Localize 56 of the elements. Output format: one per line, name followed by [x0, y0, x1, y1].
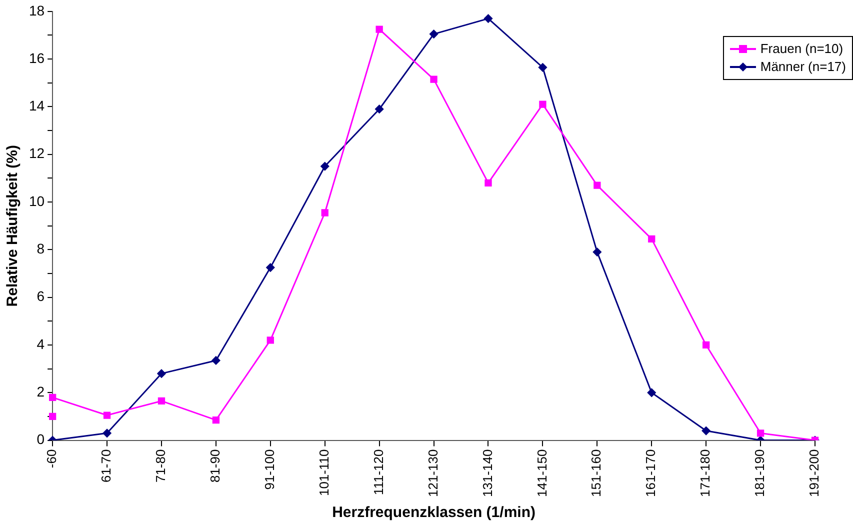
point	[321, 209, 328, 216]
point	[538, 63, 547, 72]
y-tick-label: 12	[28, 145, 45, 162]
point	[157, 369, 166, 378]
y-tick-label: 4	[36, 336, 45, 352]
y-tick-label: 6	[36, 288, 45, 304]
x-tick-label: 161-170	[643, 449, 658, 498]
point	[48, 412, 56, 420]
x-tick-label: 191-200	[806, 449, 822, 498]
point	[158, 397, 166, 405]
point	[376, 26, 383, 33]
y-tick-label: 8	[36, 240, 45, 257]
x-tick-label: 91-100	[262, 449, 277, 490]
y-tick-label: 0	[36, 431, 45, 448]
x-axis-title: Herzfrequenzklassen (1/min)	[332, 504, 536, 522]
x-tick-label: -60	[44, 449, 60, 468]
point	[266, 336, 274, 344]
point	[647, 388, 656, 397]
x-tick-label: 131-140	[480, 449, 495, 498]
point	[102, 428, 112, 438]
point	[539, 100, 546, 108]
legend-label: Frauen (n=10)	[760, 40, 844, 58]
x-tick-label: 141-150	[534, 449, 550, 498]
point	[212, 416, 220, 424]
point	[484, 14, 492, 23]
legend-label: Männer (n=17)	[760, 58, 846, 76]
point	[48, 394, 56, 401]
x-tick-label: 101-110	[316, 449, 332, 496]
x-tick-label: 111-120	[370, 449, 386, 496]
y-tick-label: 14	[28, 98, 45, 114]
y-axis-title: Relative Häufigkeit (%)	[4, 144, 22, 307]
point	[592, 248, 602, 256]
point	[756, 430, 764, 437]
y-tick-label: 18	[28, 2, 45, 18]
point	[594, 182, 601, 189]
x-tick-label: 81-90	[208, 449, 223, 483]
x-tick-label: 121-130	[425, 449, 440, 498]
x-tick-label: 181-190	[752, 449, 768, 498]
point	[375, 104, 384, 114]
point	[266, 263, 275, 272]
point	[702, 426, 710, 436]
point	[484, 179, 492, 187]
y-tick-label: 16	[28, 50, 45, 66]
point	[648, 235, 656, 243]
y-tick-label: 2	[36, 383, 45, 400]
y-tick-label: 10	[28, 192, 45, 209]
x-tick-label: 61-70	[98, 449, 114, 483]
point	[320, 162, 330, 171]
point	[212, 356, 220, 365]
x-tick-label: 71-80	[153, 449, 168, 483]
point	[103, 412, 111, 419]
point	[430, 76, 438, 83]
point	[430, 30, 438, 38]
x-tick-label: 171-180	[698, 449, 713, 498]
x-tick-label: 151-160	[588, 449, 604, 498]
point	[702, 341, 710, 349]
